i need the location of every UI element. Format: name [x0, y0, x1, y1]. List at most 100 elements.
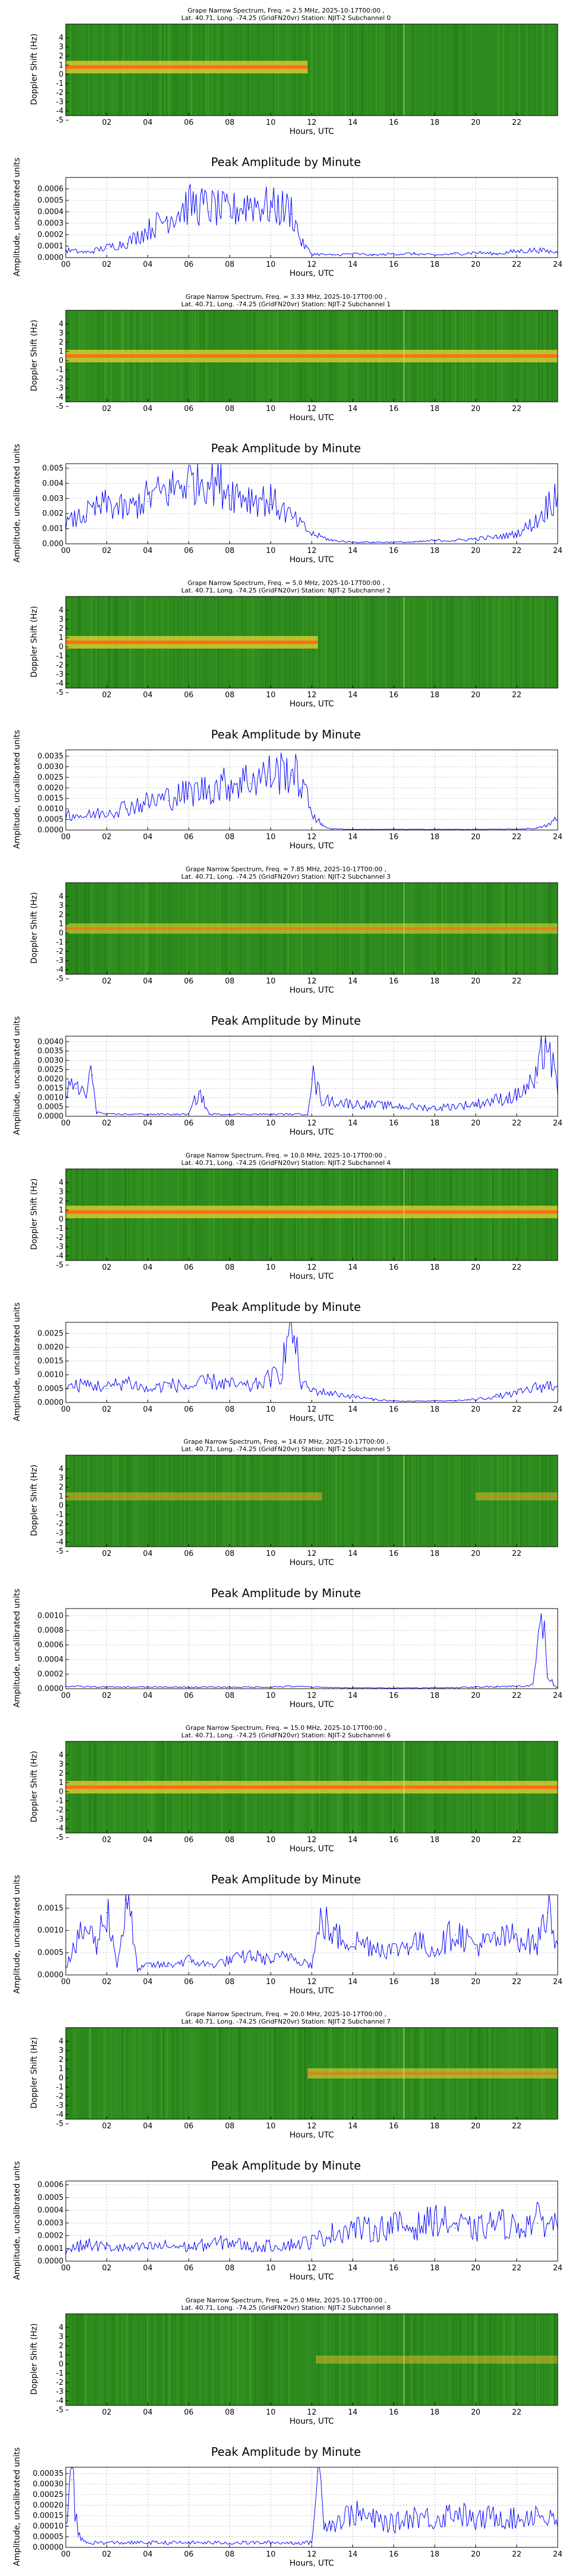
noise-streak	[236, 2028, 237, 2119]
y-tick-label: -4	[56, 107, 63, 116]
amplitude-point	[321, 825, 323, 827]
y-tick-label: -5	[56, 116, 63, 125]
noise-streak	[378, 1455, 380, 1547]
amplitude-point	[249, 1957, 251, 1958]
noise-streak	[227, 2314, 228, 2405]
noise-streak	[188, 2028, 190, 2119]
amplitude-point	[475, 1947, 476, 1949]
noise-streak	[486, 1455, 487, 1547]
noise-streak	[158, 2314, 160, 2405]
noise-streak	[70, 2028, 72, 2119]
noise-streak	[454, 24, 456, 116]
amplitude-point	[86, 516, 87, 517]
noise-streak	[513, 1455, 515, 1547]
y-tick-label: -5	[56, 402, 63, 411]
spectrum-xlabel: Hours, UTC	[289, 1844, 334, 1854]
amplitude-point	[106, 812, 108, 814]
amplitude-point	[270, 504, 272, 505]
y-tick-label: 0.00025	[33, 2491, 63, 2499]
noise-streak	[89, 2028, 91, 2119]
noise-streak	[509, 1455, 511, 1547]
noise-streak	[124, 1455, 125, 1547]
x-tick-label: 24	[553, 2550, 563, 2559]
x-tick-label: 14	[348, 1550, 357, 1558]
noise-streak	[409, 24, 411, 116]
amplitude-point	[188, 2542, 189, 2544]
y-tick-label: -5	[56, 689, 63, 697]
noise-streak	[113, 2314, 115, 2405]
noise-streak	[525, 596, 526, 688]
noise-streak	[464, 1455, 466, 1547]
noise-streak	[545, 1455, 547, 1547]
x-tick-label: 02	[102, 2122, 112, 2131]
amplitude-point	[537, 828, 538, 829]
noise-streak	[165, 2314, 167, 2405]
amplitude-point	[249, 783, 251, 784]
x-tick-label: 20	[471, 1692, 480, 1700]
noise-streak	[357, 596, 359, 688]
amplitude-point	[71, 2479, 73, 2480]
x-tick-label: 12	[307, 1119, 317, 1128]
noise-streak	[395, 24, 396, 116]
x-tick-label: 24	[553, 547, 563, 555]
noise-streak	[72, 2314, 73, 2405]
noise-streak	[86, 1455, 88, 1547]
x-tick-label: 02	[102, 1692, 112, 1700]
x-tick-label: 06	[184, 1263, 194, 1272]
x-tick-label: 02	[102, 260, 112, 269]
y-tick-label: -3	[56, 670, 63, 679]
noise-streak	[185, 2028, 186, 2119]
noise-streak	[98, 1455, 100, 1547]
noise-streak	[67, 2028, 69, 2119]
y-tick-label: 0.0040	[38, 1038, 64, 1046]
amplitude-point	[332, 2235, 333, 2237]
x-tick-label: 24	[553, 1119, 563, 1128]
x-tick-label: 20	[471, 547, 480, 555]
noise-streak	[392, 1455, 394, 1547]
x-tick-label: 20	[471, 2550, 480, 2559]
noise-streak	[304, 2028, 305, 2119]
x-tick-label: 10	[266, 691, 276, 700]
noise-streak	[120, 2028, 122, 2119]
y-tick-label: 2	[59, 625, 63, 633]
noise-streak	[327, 1455, 328, 1547]
y-tick-label: 0.0015	[38, 1084, 64, 1093]
signal-band-core	[307, 2072, 558, 2075]
y-tick-label: 0.0002	[38, 2232, 64, 2241]
noise-streak	[426, 596, 427, 688]
x-tick-label: 18	[430, 1119, 440, 1128]
noise-streak	[236, 1455, 238, 1547]
y-tick-label: -1	[56, 80, 63, 88]
noise-streak	[132, 2028, 134, 2119]
y-tick-label: 0.0005	[38, 196, 64, 205]
x-tick-label: 06	[184, 833, 194, 841]
x-tick-label: 14	[348, 1692, 357, 1700]
x-tick-label: 04	[143, 1550, 153, 1558]
x-tick-label: 10	[266, 1692, 276, 1700]
noise-streak	[457, 24, 459, 116]
x-tick-label: 08	[225, 2408, 235, 2417]
x-tick-label: 00	[61, 260, 71, 269]
amplitude-point	[126, 2249, 128, 2250]
spectrum-ylabel: Doppler Shift (Hz)	[30, 1464, 39, 1536]
noise-streak	[281, 2028, 283, 2119]
noise-streak	[439, 596, 442, 688]
noise-streak	[293, 2314, 295, 2405]
noise-streak	[427, 596, 429, 688]
noise-streak	[249, 2314, 252, 2405]
noise-streak	[201, 2314, 202, 2405]
x-tick-label: 20	[471, 2264, 480, 2273]
noise-streak	[221, 2314, 224, 2405]
amplitude-ylabel: Amplitude, uncalibrated units	[13, 730, 22, 849]
noise-streak	[439, 1455, 440, 1547]
x-tick-label: 16	[389, 2408, 399, 2417]
noise-streak	[300, 1455, 301, 1547]
noise-streak	[370, 24, 372, 116]
x-tick-label: 18	[430, 833, 440, 841]
spectrum-ylabel: Doppler Shift (Hz)	[30, 1178, 39, 1250]
noise-streak	[228, 2314, 229, 2405]
noise-streak	[263, 1455, 264, 1547]
noise-streak	[280, 2314, 281, 2405]
amplitude-point	[455, 2227, 456, 2229]
noise-streak	[499, 596, 501, 688]
